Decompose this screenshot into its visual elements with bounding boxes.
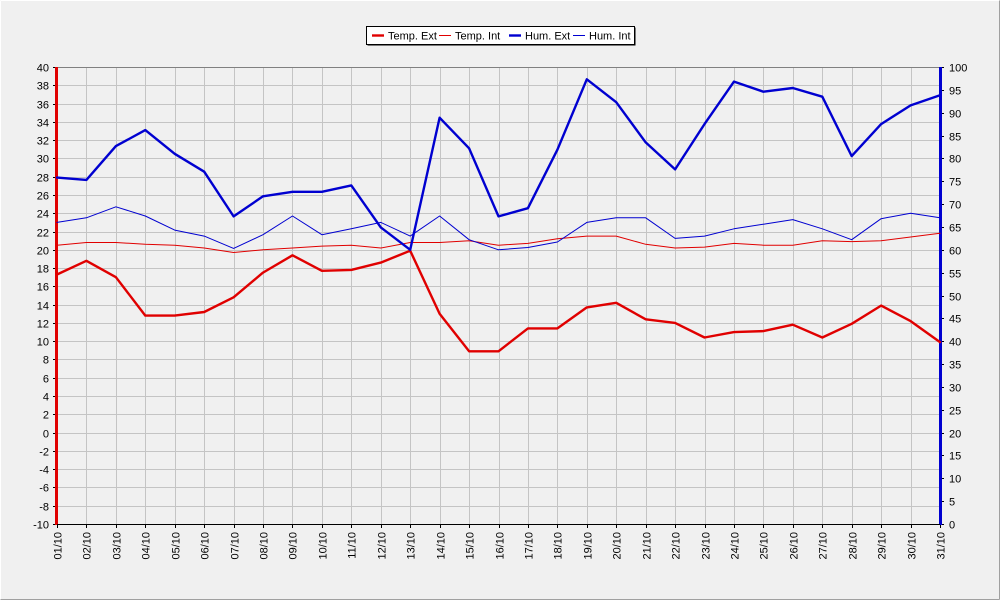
x-tick-label: 05/10: [171, 532, 183, 560]
series-line-hum-int: [56, 206, 941, 251]
x-tick-label: 15/10: [465, 532, 477, 560]
y-left-tick-label: 18: [37, 264, 49, 276]
x-tick-label: 23/10: [701, 532, 713, 560]
x-tick-label: 17/10: [524, 532, 536, 560]
y-right-tick-label: 65: [949, 223, 961, 235]
y-right-tick-label: 60: [949, 246, 961, 258]
y-right-tick-label: 85: [949, 132, 961, 144]
legend-label: Hum. Ext: [525, 31, 570, 43]
x-tick-label: 29/10: [877, 532, 889, 560]
legend: Temp. Ext Temp. Int Hum. Ext Hum. Int: [366, 26, 636, 46]
x-tick-label: 14/10: [436, 532, 448, 560]
x-tick-label: 22/10: [671, 532, 683, 560]
y-left-tick-label: 40: [37, 63, 49, 75]
series-line-temp-int: [56, 232, 941, 253]
y-left-tick-label: 2: [43, 410, 49, 422]
y-right-tick-label: 20: [949, 429, 961, 441]
x-tick-label: 11/10: [347, 532, 359, 559]
x-tick-label: 24/10: [730, 532, 742, 560]
y-right-tick-label: 5: [949, 497, 955, 509]
y-left-tick-label: 0: [43, 429, 49, 441]
y-right-tick-label: 80: [949, 154, 961, 166]
y-left-tick-label: -2: [39, 447, 49, 459]
y-right-tick-label: 40: [949, 337, 961, 349]
x-tick-label: 09/10: [288, 532, 300, 560]
y-right-tick-label: 70: [949, 200, 961, 212]
series-line-temp-ext: [55, 249, 942, 353]
y-left-tick-label: 28: [37, 173, 49, 185]
y-left-tick-label: -4: [39, 465, 49, 477]
series-lines: [55, 78, 942, 353]
x-tick-label: 08/10: [259, 532, 271, 560]
y-right-tick-label: 45: [949, 314, 961, 326]
x-tick-label: 02/10: [82, 532, 94, 560]
legend-label: Temp. Int: [455, 31, 500, 43]
y-right-tick-label: 25: [949, 406, 961, 418]
y-left-tick-label: -8: [39, 502, 49, 514]
y-left-tick-label: 22: [37, 228, 49, 240]
y-left-tick-label: 34: [37, 118, 49, 130]
y-right-tick-label: 50: [949, 292, 961, 304]
x-tick-label: 13/10: [406, 532, 418, 560]
y-left-tick-label: 16: [37, 282, 49, 294]
legend-box: [366, 26, 635, 45]
x-tick-label: 26/10: [789, 532, 801, 560]
grid: [57, 67, 941, 525]
y-right-tick-label: 75: [949, 177, 961, 189]
y-left-tick-label: -6: [39, 483, 49, 495]
series-line-hum-ext: [55, 78, 942, 252]
y-left-tick-label: 20: [37, 246, 49, 258]
x-tick-label: 12/10: [377, 532, 389, 560]
y-right-tick-label: 10: [949, 474, 961, 486]
y-left-tick-label: 24: [37, 209, 49, 221]
x-tick-label: 25/10: [759, 532, 771, 560]
x-tick-label: 20/10: [612, 532, 624, 560]
y-left-tick-label: 12: [37, 319, 49, 331]
y-left-tick-label: 6: [43, 374, 49, 386]
x-tick-label: 31/10: [936, 532, 948, 560]
y-left-tick-label: 32: [37, 136, 49, 148]
legend-label: Hum. Int: [589, 31, 631, 43]
y-left-tick-label: 26: [37, 191, 49, 203]
y-left-tick-label: 30: [37, 154, 49, 166]
x-tick-label: 01/10: [53, 532, 65, 560]
y-left-tick-label: 8: [43, 355, 49, 367]
y-left-tick-label: 4: [43, 392, 49, 404]
x-tick-label: 04/10: [141, 532, 153, 560]
y-right-tick-label: 35: [949, 360, 961, 372]
x-tick-label: 16/10: [495, 532, 507, 560]
y-left-tick-label: 36: [37, 100, 49, 112]
legend-label: Temp. Ext: [388, 31, 437, 43]
x-tick-label: 30/10: [907, 532, 919, 560]
x-tick-label: 27/10: [818, 532, 830, 560]
y-right-tick-label: 95: [949, 86, 961, 98]
y-right-tick-label: 90: [949, 109, 961, 121]
y-right-tick-label: 30: [949, 383, 961, 395]
y-right-tick-label: 15: [949, 451, 961, 463]
y-left-tick-label: 38: [37, 81, 49, 93]
x-tick-label: 07/10: [230, 532, 242, 560]
x-tick-label: 06/10: [200, 532, 212, 560]
y-right-tick-label: 55: [949, 269, 961, 281]
x-tick-label: 03/10: [112, 532, 124, 560]
plot-area: [57, 67, 940, 524]
x-tick-label: 19/10: [583, 532, 595, 560]
x-tick-label: 18/10: [553, 532, 565, 560]
x-tick-label: 10/10: [318, 532, 330, 560]
y-right-tick-label: 100: [949, 63, 967, 75]
x-tick-label: 28/10: [848, 532, 860, 560]
axes: -10-8-6-4-202468101214161820222426283032…: [33, 63, 967, 560]
y-left-tick-label: 10: [37, 337, 49, 349]
y-left-tick-label: -10: [33, 520, 49, 532]
y-right-tick-label: 0: [949, 520, 955, 532]
y-left-tick-label: 14: [37, 301, 49, 313]
x-tick-label: 21/10: [642, 532, 654, 560]
